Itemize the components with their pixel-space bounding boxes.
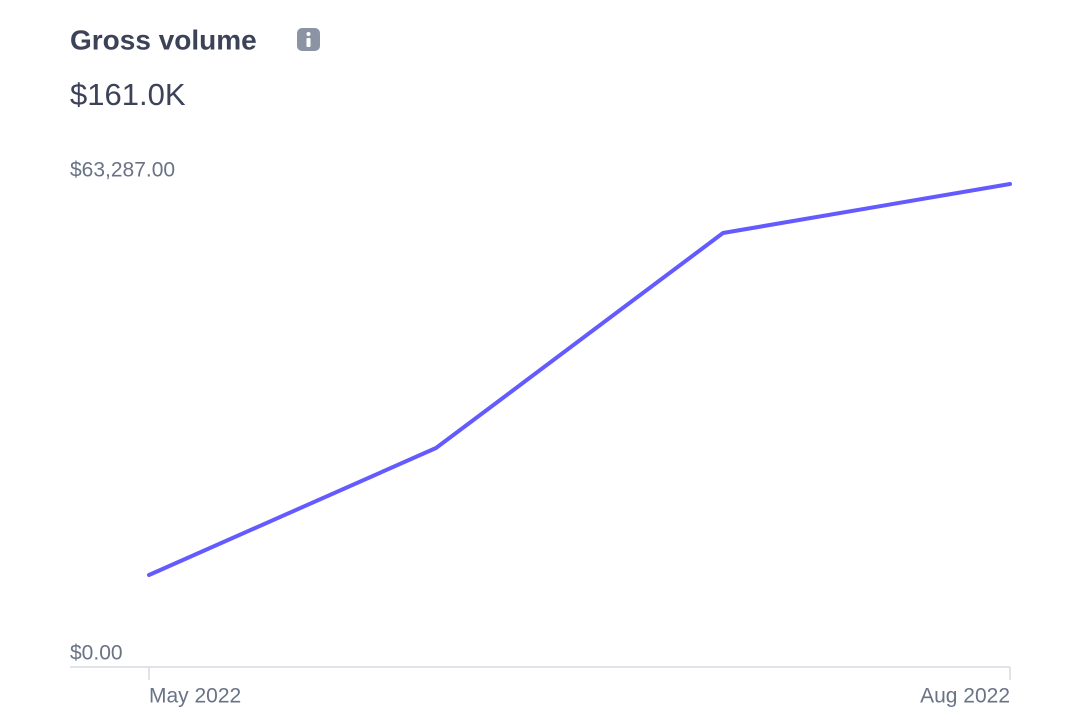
data-line <box>147 182 1012 577</box>
y-tick-label: $63,287.00 <box>70 159 175 182</box>
info-icon[interactable] <box>297 28 320 51</box>
x-tick-label: Aug 2022 <box>920 685 1010 708</box>
y-tick-label: $0.00 <box>70 642 123 665</box>
x-tick-label: May 2022 <box>149 685 241 708</box>
total-value: $161.0K <box>70 77 186 112</box>
chart-title: Gross volume <box>70 24 257 55</box>
